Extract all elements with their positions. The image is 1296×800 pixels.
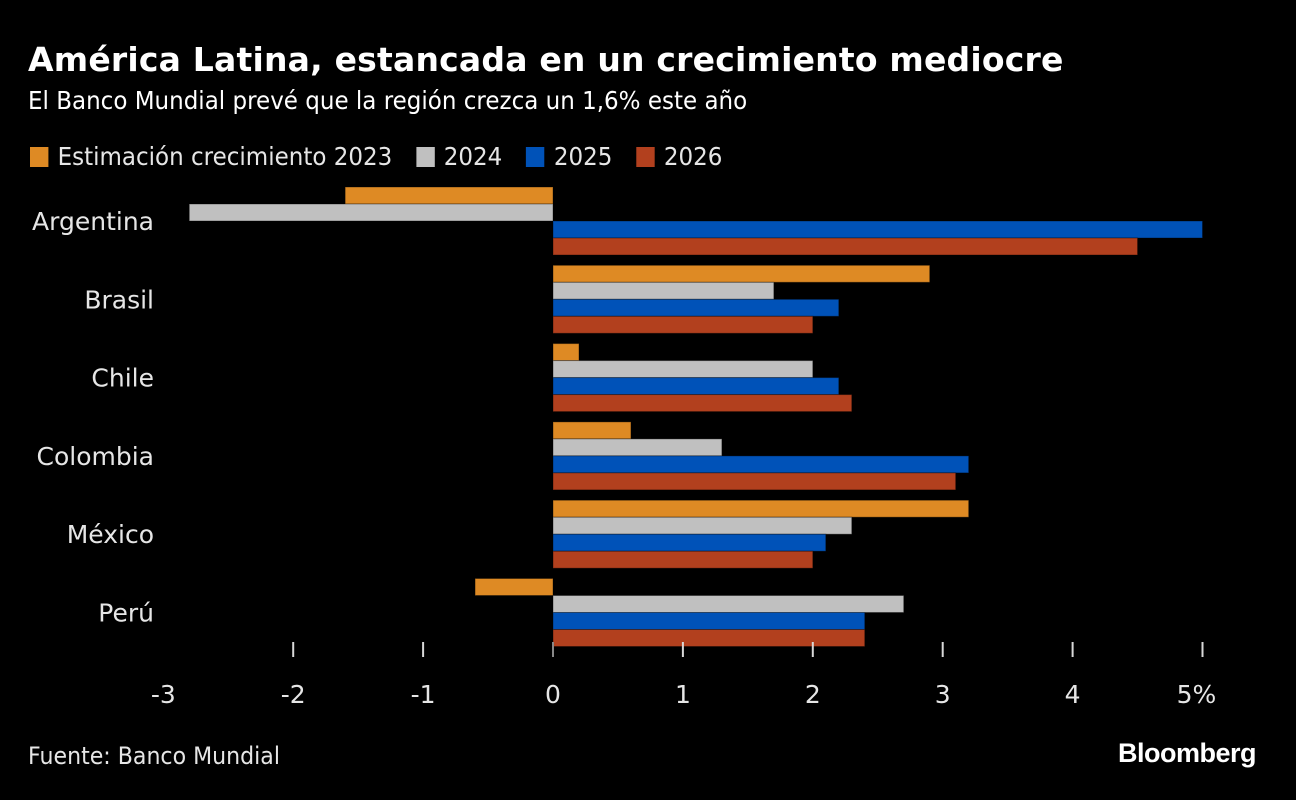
bar-peru-2023 — [474, 578, 554, 596]
legend-item-2023: Estimación crecimiento 2023 — [30, 142, 392, 171]
legend-swatch-2023 — [30, 146, 49, 167]
bar-brasil-2023 — [552, 264, 931, 283]
category-label-colombia: Colombia — [37, 442, 154, 471]
brand-logo: Bloomberg — [1117, 738, 1257, 768]
category-label-chile: Chile — [91, 364, 154, 393]
bar-chile-2023 — [552, 343, 580, 362]
bar-brasil-2024 — [552, 281, 775, 300]
legend-item-2024: 2024 — [416, 142, 502, 171]
bar-peru-2024 — [552, 595, 905, 613]
category-group-peru — [474, 578, 905, 647]
legend-item-2025: 2025 — [526, 142, 612, 171]
bar-chile-2026 — [552, 394, 853, 413]
bar-argentina-2023 — [344, 186, 554, 205]
bar-chile-2025 — [552, 377, 840, 396]
bar-peru-2025 — [552, 612, 866, 630]
x-tick-label: 2 — [805, 680, 821, 709]
bar-colombia-2025 — [552, 455, 970, 474]
category-label-argentina: Argentina — [32, 207, 154, 236]
chart-subtitle: El Banco Mundial prevé que la región cre… — [28, 86, 748, 115]
category-label-mexico: México — [67, 520, 154, 549]
legend-label-2025: 2025 — [553, 142, 613, 171]
bar-argentina-2026 — [552, 237, 1139, 256]
legend-label-2023: Estimación crecimiento 2023 — [57, 142, 393, 171]
bar-colombia-2026 — [552, 472, 957, 491]
legend-swatch-2024 — [416, 146, 435, 167]
x-tick-label: -1 — [411, 680, 436, 709]
bar-argentina-2024 — [188, 203, 554, 222]
x-tick-label: 1 — [675, 680, 691, 709]
category-label-peru: Perú — [98, 599, 154, 628]
x-tick-label: 3 — [935, 680, 951, 709]
x-tick-label: -3 — [151, 680, 176, 709]
category-group-chile — [552, 343, 853, 413]
category-group-colombia — [552, 421, 970, 491]
legend-swatch-2026 — [636, 146, 655, 167]
bar-brasil-2026 — [552, 315, 814, 334]
bar-mexico-2024 — [552, 516, 853, 535]
x-tick-label: 5% — [1177, 680, 1217, 709]
bar-colombia-2024 — [552, 438, 723, 457]
bar-brasil-2025 — [552, 298, 840, 317]
source-note: Fuente: Banco Mundial — [28, 742, 280, 770]
bar-mexico-2026 — [552, 550, 814, 569]
bar-argentina-2025 — [552, 220, 1203, 239]
x-tick-label: -2 — [281, 680, 306, 709]
category-group-mexico — [552, 499, 970, 569]
x-tick-label: 0 — [545, 680, 561, 709]
legend-label-2026: 2026 — [663, 142, 723, 171]
legend-item-2026: 2026 — [636, 142, 722, 171]
legend-label-2024: 2024 — [443, 142, 503, 171]
category-group-brasil — [552, 264, 931, 334]
category-label-brasil: Brasil — [84, 285, 154, 314]
legend: Estimación crecimiento 2023 2024 2025 20… — [30, 142, 746, 171]
chart-title: América Latina, estancada en un crecimie… — [28, 40, 1064, 79]
bar-colombia-2023 — [552, 421, 632, 440]
bar-chile-2024 — [552, 360, 814, 379]
bar-mexico-2025 — [552, 533, 827, 552]
x-tick-label: 4 — [1065, 680, 1081, 709]
category-group-argentina — [188, 186, 1203, 256]
bar-mexico-2023 — [552, 499, 970, 518]
bar-peru-2026 — [552, 629, 866, 647]
legend-swatch-2025 — [526, 146, 545, 167]
